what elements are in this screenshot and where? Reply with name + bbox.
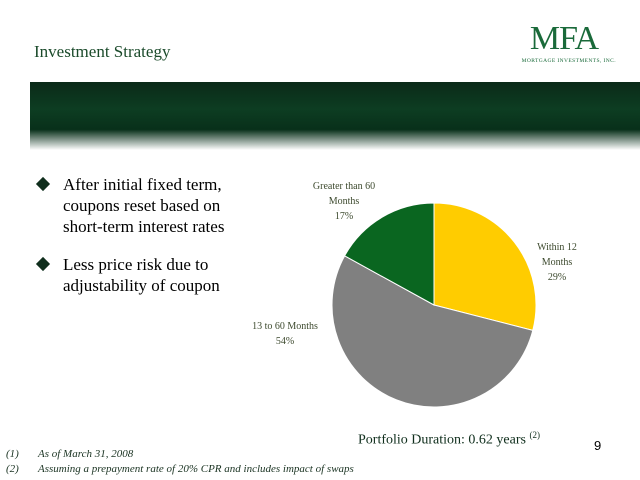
footnote-text: Assuming a prepayment rate of 20% CPR an… [38, 463, 354, 475]
footnote: (1) As of March 31, 2008 [6, 448, 354, 463]
bullet-item: After initial fixed term, coupons reset … [35, 174, 248, 237]
logo-letters: MFA [529, 20, 599, 57]
bullet-list: After initial fixed term, coupons reset … [35, 174, 248, 313]
slice-label-within-12: Within 12 Months 29% [530, 240, 584, 285]
banner-note-marker: (1) [490, 20, 505, 34]
footnote: (2) Assuming a prepayment rate of 20% CPR… [6, 463, 354, 478]
pie-slice-0 [433, 202, 537, 331]
slice-label-line: Within 12 [537, 242, 577, 253]
bullet-item: Less price risk due to adjustability of … [35, 254, 248, 296]
company-logo: MFA MORTGAGE INVESTMENTS, INC. [520, 22, 616, 66]
slice-percent: 17% [334, 211, 354, 222]
duration-text: Portfolio Duration: 0.62 years [358, 432, 526, 448]
pie-slice-2 [343, 202, 435, 306]
section-title: Investment Strategy [34, 42, 171, 61]
slice-label-greater-than-60: Greater than 60 Months 17% [302, 179, 386, 224]
footnotes: (1) As of March 31, 2008 (2) Assuming a pr… [6, 448, 354, 478]
slice-label-line: 13 to 60 Months [252, 321, 318, 332]
banner-title: Strategy Built Around Hybrid and ARM MBS… [0, 20, 640, 44]
logo-subtitle: MORTGAGE INVESTMENTS, INC. [521, 58, 616, 64]
slice-label-line: Months [541, 257, 573, 268]
banner-title-text: Strategy Built Around Hybrid and ARM MBS [135, 22, 486, 43]
slice-percent: 54% [275, 336, 295, 347]
slice-percent: 29% [547, 272, 567, 283]
page-number: 9 [594, 438, 602, 453]
duration-note-marker: (2) [529, 430, 540, 440]
slice-label-line: Months [328, 196, 360, 207]
bullet-text: After initial fixed term, coupons reset … [63, 175, 225, 236]
pie-slice-1 [331, 255, 534, 408]
footnote-text: As of March 31, 2008 [38, 448, 134, 460]
portfolio-duration: Portfolio Duration: 0.62 years (2) [358, 430, 540, 449]
bullet-text: Less price risk due to adjustability of … [63, 255, 220, 295]
footnote-number: (2) [6, 463, 19, 475]
footnote-number: (1) [6, 448, 19, 460]
title-banner [30, 82, 640, 150]
slice-label-line: Greater than 60 [312, 181, 376, 192]
slice-label-13-to-60: 13 to 60 Months 54% [240, 319, 330, 349]
